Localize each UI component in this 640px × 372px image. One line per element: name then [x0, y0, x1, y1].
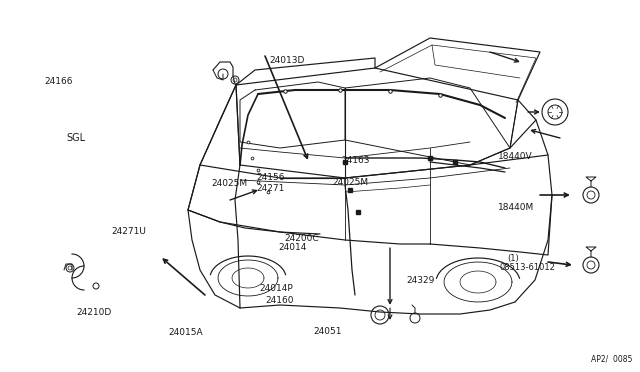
- Text: 24200C: 24200C: [285, 234, 319, 243]
- Text: 08513-61012: 08513-61012: [499, 263, 555, 272]
- Text: 18440M: 18440M: [498, 203, 534, 212]
- Text: 24156: 24156: [256, 173, 285, 182]
- Text: 24013D: 24013D: [269, 56, 305, 65]
- Text: 24015A: 24015A: [168, 328, 203, 337]
- Text: 24051: 24051: [314, 327, 342, 336]
- Text: SGL: SGL: [66, 133, 85, 142]
- Text: 18440V: 18440V: [498, 153, 532, 161]
- Text: 24329: 24329: [406, 276, 435, 285]
- Text: AP2/  0085: AP2/ 0085: [591, 355, 632, 364]
- Text: 24163: 24163: [341, 156, 370, 165]
- Text: 24210D: 24210D: [77, 308, 112, 317]
- Text: 24025M: 24025M: [211, 179, 247, 187]
- Text: 24025M: 24025M: [333, 178, 369, 187]
- Text: 24271U: 24271U: [111, 227, 146, 236]
- Text: 24271: 24271: [256, 185, 284, 193]
- Text: 24160: 24160: [266, 296, 294, 305]
- Text: 24014: 24014: [278, 243, 307, 252]
- Text: (1): (1): [508, 254, 519, 263]
- Text: 24166: 24166: [45, 77, 73, 86]
- Text: 24014P: 24014P: [259, 284, 293, 293]
